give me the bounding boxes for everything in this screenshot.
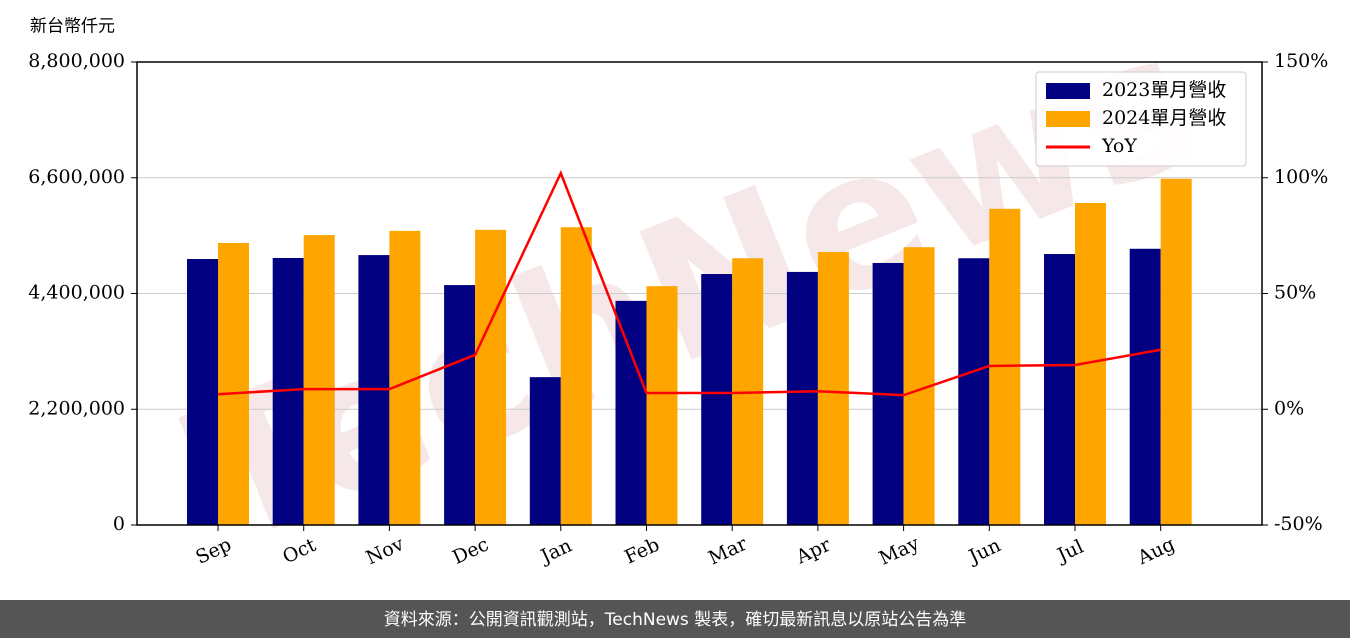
bar [786,271,818,525]
bar [529,377,561,525]
line [217,169,1161,397]
bar [1044,254,1075,525]
bar [1129,248,1161,525]
y-tick-label: 2,200,000 [28,397,125,419]
x-tick-label: Feb [621,534,663,569]
legend-label: YoY [1101,135,1137,157]
x-tick-label: Jul [1052,536,1087,568]
x-tick-label: Apr [792,533,835,569]
legend-label: 2023單月營收 [1102,79,1226,101]
y-tick-label: 0 [113,513,125,535]
bar [615,300,647,525]
y-axis-title: 新台幣仟元 [30,17,115,37]
y2-tick-label: 0% [1274,397,1304,419]
x-tick-label: Mar [705,532,751,569]
y2-tick-label: 150% [1274,50,1328,72]
legend-swatch [1046,111,1090,127]
bar [560,227,592,525]
x-tick-label: May [876,532,923,570]
bar [303,235,335,525]
x-tick-label: Jun [964,534,1004,568]
bar [1160,178,1192,525]
x-tick-label: Dec [449,533,492,569]
x-tick-label: Jan [536,535,575,569]
bar [701,274,733,525]
y-tick-label: 4,400,000 [28,282,125,304]
bar [475,229,507,525]
plot-frame [136,61,1263,526]
footer-bar [0,600,1350,638]
bar [817,251,849,525]
y2-tick-label: -50% [1274,513,1323,535]
y2-tick-label: 50% [1274,282,1316,304]
y-tick-label: 8,800,000 [28,50,125,72]
y-tick-label: 6,600,000 [28,166,125,188]
legend-label: 2024單月營收 [1102,107,1226,129]
x-tick-label: Aug [1133,533,1178,569]
bar [218,242,249,525]
bar [187,258,218,525]
footer-text: 資料來源：公開資訊觀測站，TechNews 製表，確切最新訊息以原站公告為準 [384,610,966,630]
y2-tick-label: 100% [1274,166,1328,188]
legend-swatch [1046,83,1090,99]
bar [646,286,678,525]
bar [444,285,476,525]
bar [958,258,990,525]
